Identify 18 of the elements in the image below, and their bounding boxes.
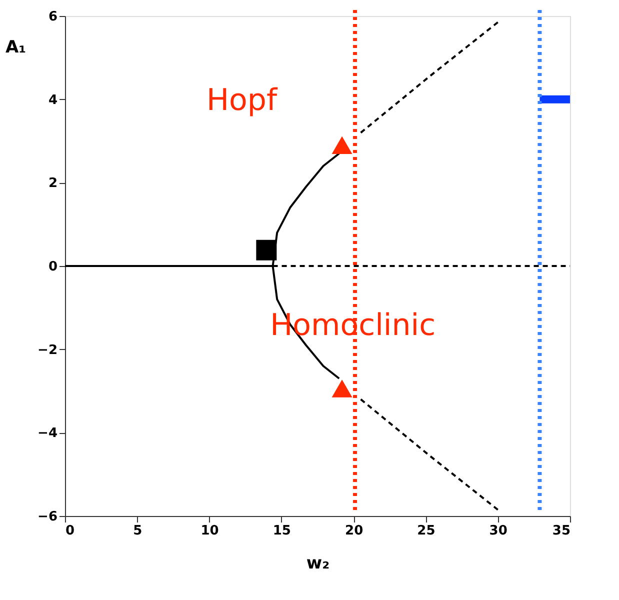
y-tick-label: −4 <box>38 426 58 442</box>
x-tick-label: 35 <box>552 524 570 538</box>
x-axis-title: w₂ <box>306 554 330 574</box>
y-tick-label: 6 <box>48 10 58 24</box>
y-tick-label: −6 <box>38 510 58 524</box>
x-tick-label: 25 <box>417 524 436 538</box>
x-tick-label: 30 <box>489 524 508 538</box>
y-axis-title: A₁ <box>6 38 26 58</box>
x-tick-label: 15 <box>272 524 291 538</box>
y-tick-label: 2 <box>48 176 58 192</box>
x-tick-label: 10 <box>200 524 219 538</box>
y-tick-label: 0 <box>48 260 58 274</box>
x-tick-label: 20 <box>345 524 364 538</box>
y-tick-label: −2 <box>38 342 58 358</box>
x-tick-label: 5 <box>133 524 142 538</box>
y-tick-label: 4 <box>48 92 58 108</box>
annotation: Hopf <box>206 83 278 118</box>
x-tick-label: 0 <box>66 524 75 538</box>
